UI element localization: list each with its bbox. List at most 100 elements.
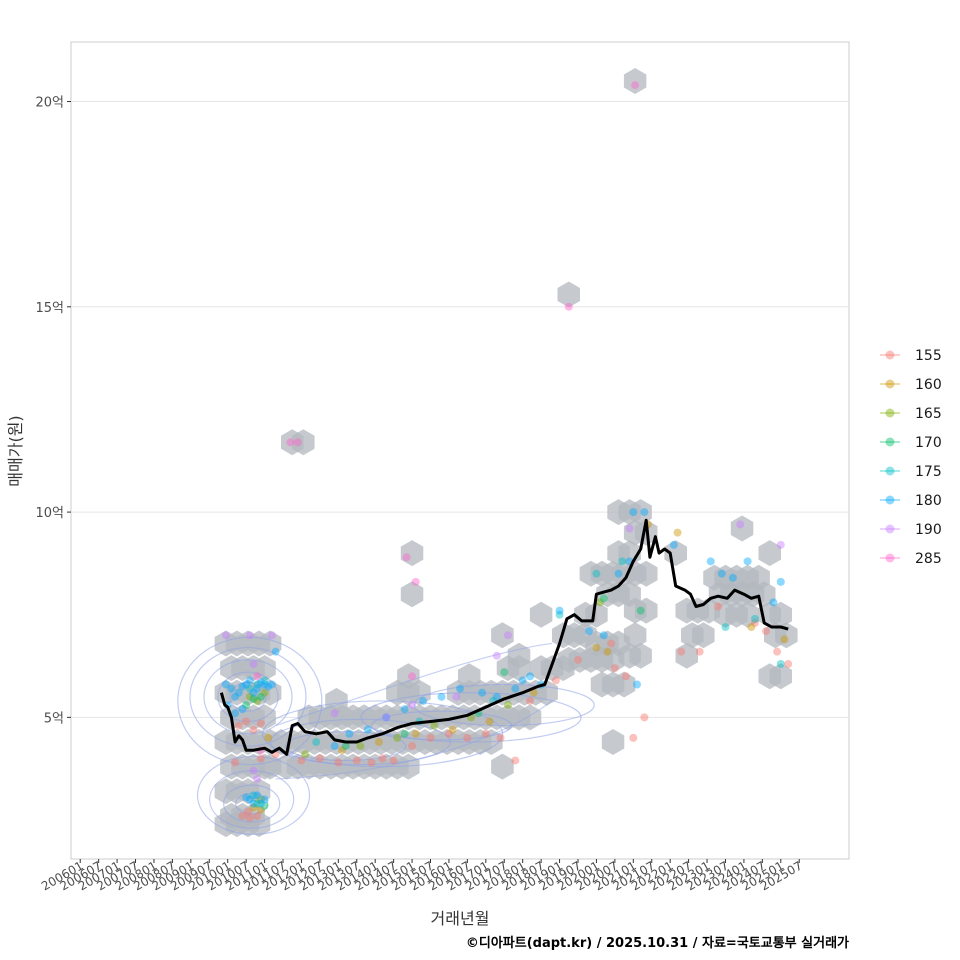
point-180: [743, 557, 752, 566]
point-190: [267, 631, 276, 640]
point-175: [776, 659, 785, 668]
legend-key-point: [885, 379, 895, 389]
y-tick-label: 15억: [35, 301, 64, 316]
point-180: [419, 696, 428, 705]
hexbin: [612, 671, 636, 698]
point-165: [503, 701, 512, 710]
point-180: [478, 688, 487, 697]
point-180: [256, 678, 265, 687]
y-tick-label: 10억: [35, 506, 64, 521]
point-175: [253, 680, 262, 689]
point-155: [253, 811, 262, 820]
density-contour: [285, 731, 407, 762]
point-155: [243, 807, 252, 816]
hexbin: [736, 601, 759, 628]
point-180: [267, 680, 276, 689]
point-190: [330, 709, 339, 718]
point-180: [238, 705, 247, 714]
point-155: [714, 602, 723, 611]
point-180: [585, 627, 594, 636]
point-190: [382, 713, 391, 722]
point-180: [271, 647, 280, 656]
point-175: [249, 791, 258, 800]
point-180: [632, 680, 641, 689]
point-190: [736, 520, 745, 529]
legend-key-point: [885, 466, 895, 476]
point-160: [747, 623, 756, 632]
density-contour: [177, 636, 323, 766]
density-contour: [196, 755, 311, 835]
point-190: [492, 651, 501, 660]
point-170: [249, 694, 258, 703]
point-155: [607, 639, 616, 648]
hexbin: [491, 622, 514, 649]
hexbin: [634, 597, 658, 624]
point-180: [234, 688, 243, 697]
point-165: [245, 692, 254, 701]
y-tick-label: 5억: [44, 711, 64, 726]
point-190: [253, 774, 262, 783]
hexbin: [675, 642, 698, 669]
point-155: [238, 811, 247, 820]
legend-item-175: 175: [880, 464, 942, 480]
hexbin: [247, 811, 271, 838]
legend-item-285: 285: [880, 551, 942, 567]
density-contour: [235, 792, 269, 815]
point-155: [315, 754, 324, 763]
caption: ©디아파트(dapt.kr) / 2025.10.31 / 자료=국토교통부 실…: [466, 935, 849, 951]
legend-label: 285: [915, 551, 942, 567]
legend-label: 170: [915, 435, 942, 451]
density-contour: [223, 784, 281, 823]
point-155: [621, 672, 630, 681]
point-170: [256, 692, 265, 701]
point-180: [717, 569, 726, 578]
point-155: [256, 719, 265, 728]
point-175: [592, 569, 601, 578]
point-155: [245, 813, 254, 822]
point-160: [529, 688, 538, 697]
point-180: [256, 799, 265, 808]
legend-item-160: 160: [880, 377, 942, 393]
point-180: [253, 791, 262, 800]
point-180: [249, 799, 258, 808]
point-175: [312, 737, 321, 746]
point-155: [234, 721, 243, 730]
point-190: [249, 766, 258, 775]
point-285: [408, 672, 417, 681]
point-285: [631, 81, 640, 90]
point-180: [363, 725, 372, 734]
point-285: [293, 438, 302, 447]
legend-label: 155: [915, 348, 942, 364]
point-285: [286, 438, 295, 447]
point-180: [769, 598, 778, 607]
point-165: [430, 721, 439, 730]
point-285: [411, 577, 420, 586]
point-180: [264, 682, 273, 691]
point-285: [564, 302, 573, 311]
hexbin: [601, 729, 625, 755]
legend-item-165: 165: [880, 406, 942, 422]
point-155: [640, 713, 649, 722]
point-155: [231, 758, 240, 767]
point-160: [603, 647, 612, 656]
point-155: [334, 758, 343, 767]
hexbin: [491, 753, 514, 780]
legend-item-190: 190: [880, 522, 942, 538]
legend-key-point: [885, 553, 895, 563]
point-170: [253, 799, 262, 808]
hexbin: [507, 642, 531, 669]
point-190: [249, 659, 258, 668]
point-155: [629, 733, 638, 742]
hexbin: [214, 811, 238, 838]
hexbin: [769, 601, 792, 628]
point-165: [256, 795, 265, 804]
point-190: [245, 631, 254, 640]
x-axis-title: 거래년월: [431, 909, 490, 928]
point-165: [393, 733, 402, 742]
point-190: [625, 524, 634, 533]
legend-key-point: [885, 350, 895, 360]
point-155: [481, 729, 490, 738]
point-155: [526, 696, 535, 705]
point-155: [426, 733, 435, 742]
